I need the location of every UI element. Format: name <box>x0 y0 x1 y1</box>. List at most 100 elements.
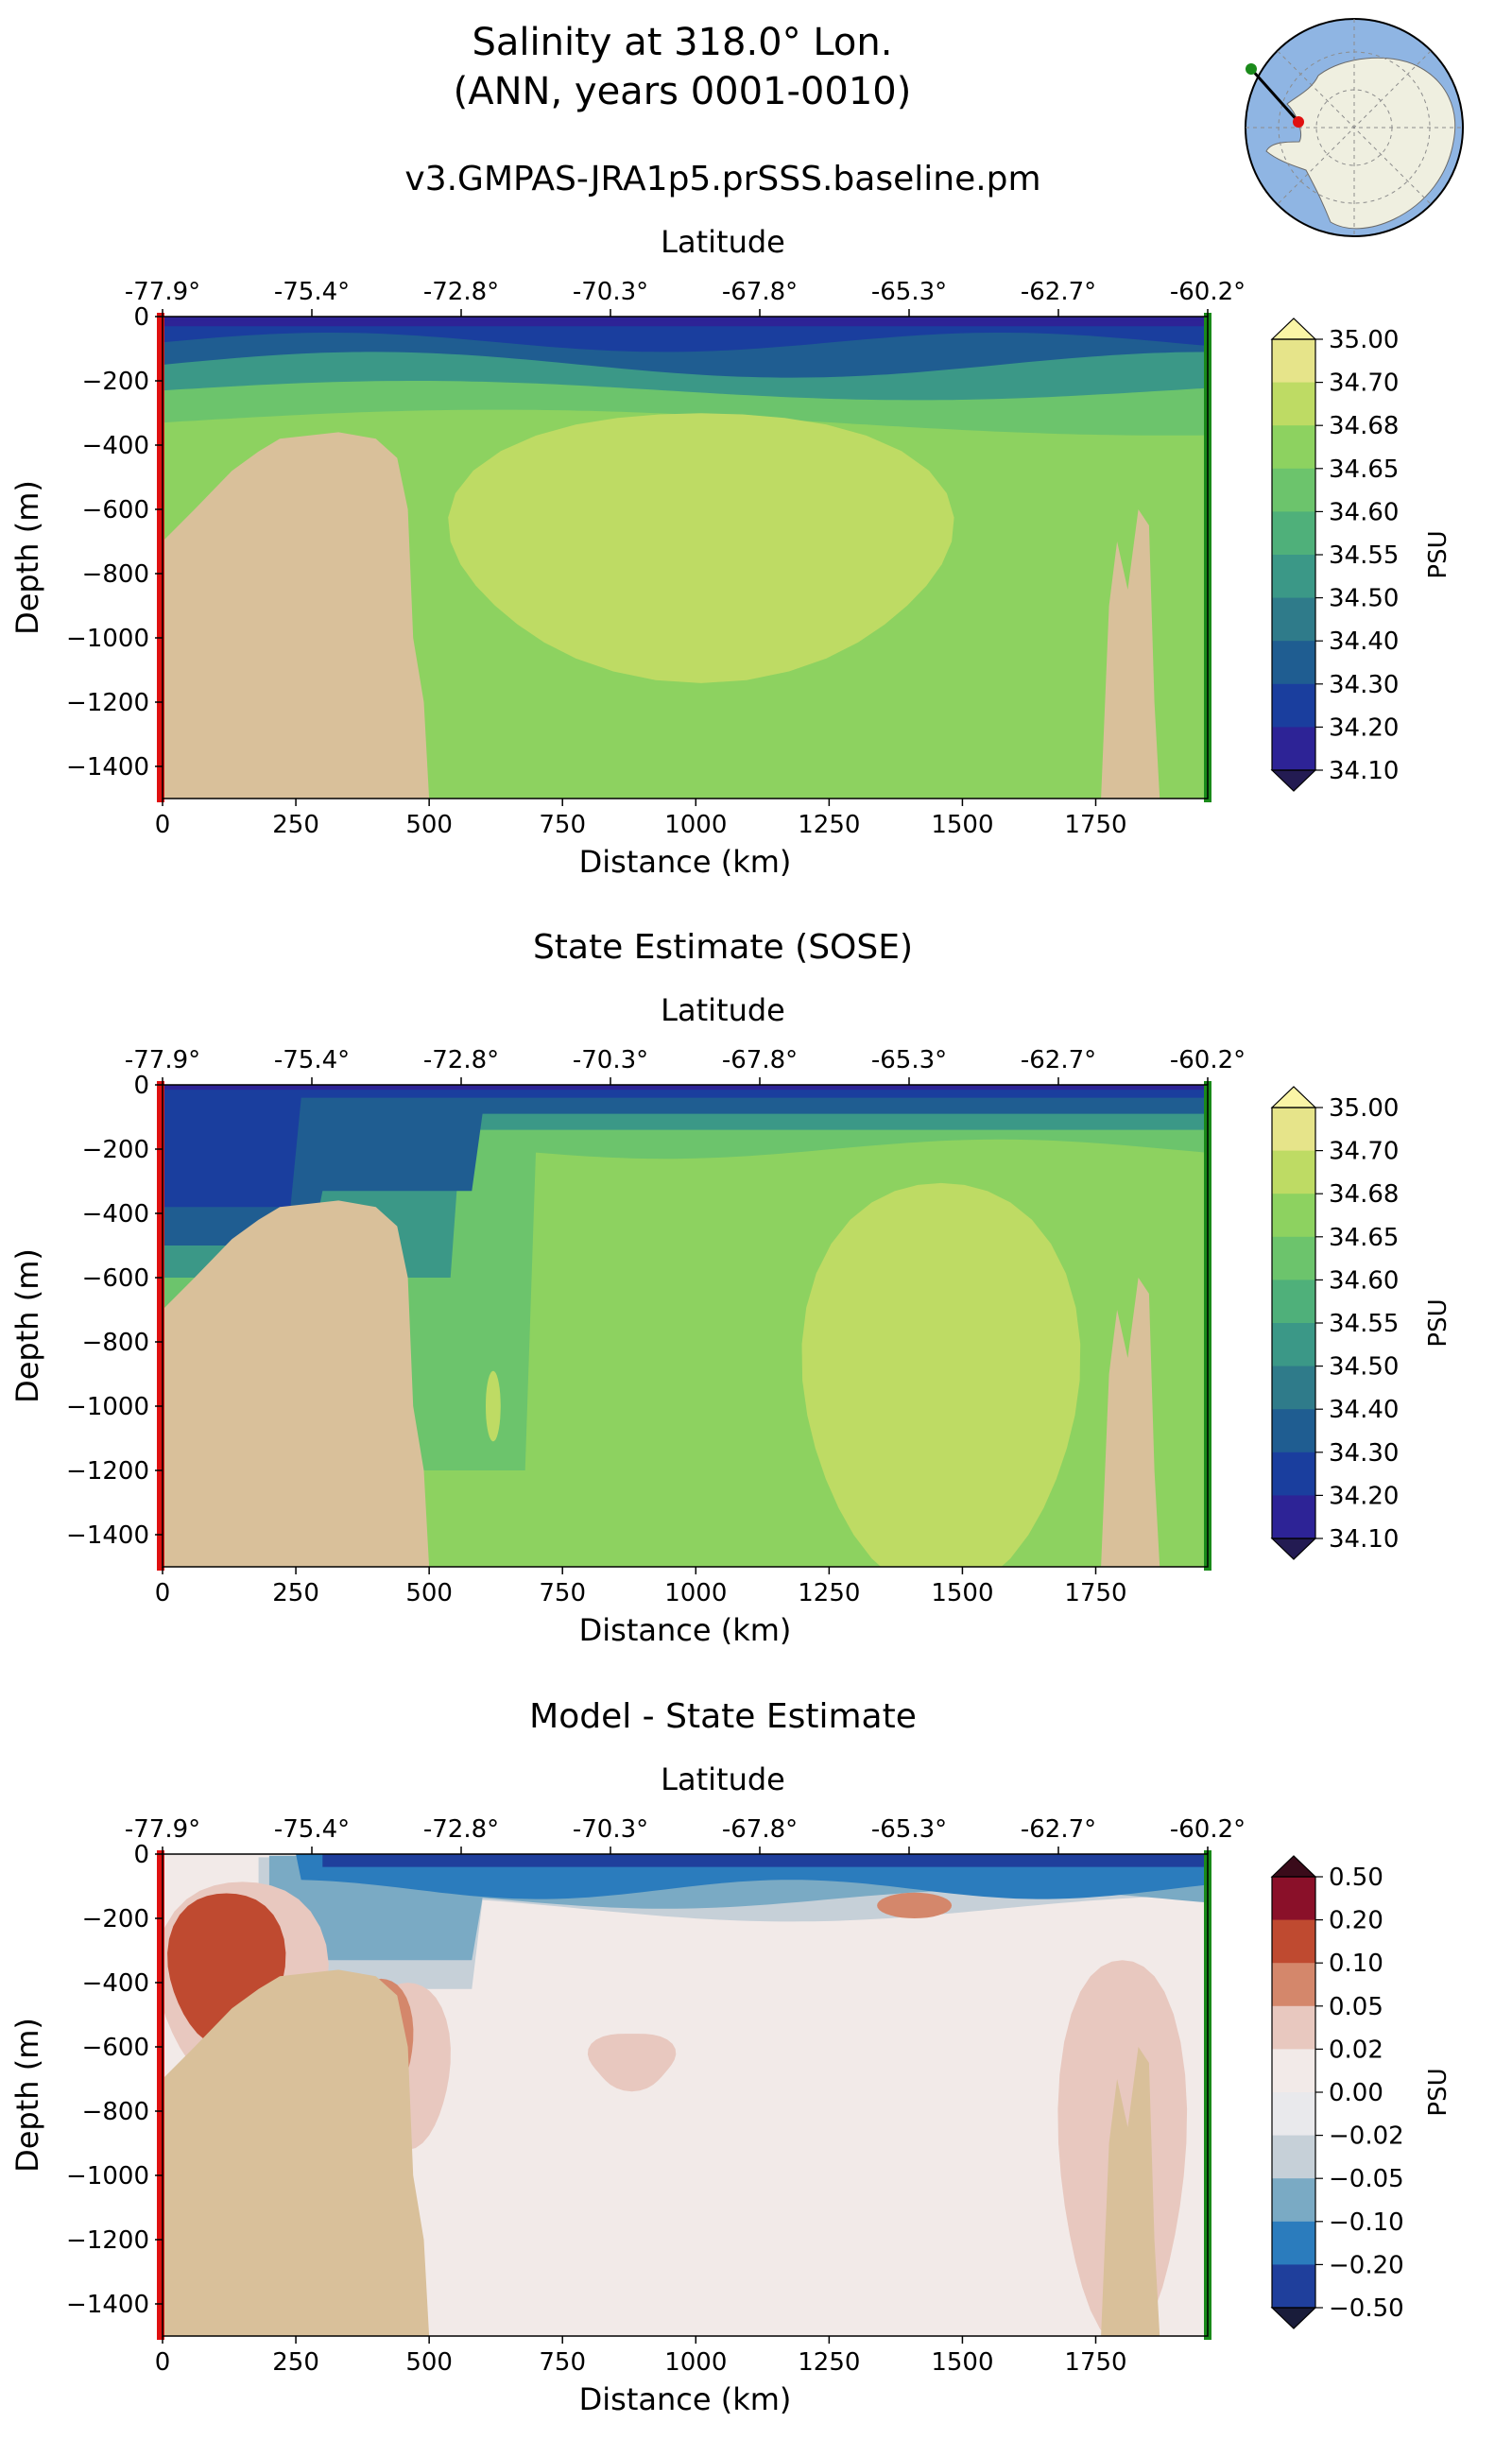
lat-tick-label: -72.8° <box>423 278 499 306</box>
x-axis-label: Distance (km) <box>579 844 792 880</box>
colorbar-segment <box>1272 1280 1315 1324</box>
colorbar-tick-label: 0.50 <box>1329 1864 1383 1892</box>
x-tick-label: 250 <box>272 2348 319 2377</box>
y-tick-label: −1200 <box>66 2226 149 2255</box>
colorbar-extend-bottom <box>1270 1538 1317 1560</box>
x-tick-label: 500 <box>405 811 453 839</box>
plot-area <box>163 1085 1208 1567</box>
colorbar-tick-label: 0.10 <box>1329 1950 1383 1978</box>
section-start-bar <box>157 1081 164 1571</box>
lat-tick-label: -67.8° <box>722 1815 798 1844</box>
x-tick-label: 1000 <box>664 2348 727 2377</box>
colorbar-segment <box>1272 2178 1315 2223</box>
x-tick-label: 1250 <box>798 1579 860 1607</box>
y-tick-label: −200 <box>82 1136 149 1164</box>
x-tick-label: 1750 <box>1064 811 1126 839</box>
colorbar-segment <box>1272 2264 1315 2309</box>
colorbar-segment <box>1272 339 1315 384</box>
colorbar-segment <box>1272 1409 1315 1453</box>
lat-tick-label: -60.2° <box>1170 278 1246 306</box>
lat-tick-label: -65.3° <box>871 1815 947 1844</box>
x-axis-label: Distance (km) <box>579 1612 792 1648</box>
colorbar-segment <box>1272 425 1315 470</box>
y-tick-label: −800 <box>82 560 149 589</box>
colorbar-segment <box>1272 2092 1315 2137</box>
y-tick-label: −400 <box>82 432 149 460</box>
y-tick-label: −600 <box>82 496 149 524</box>
colorbar-tick-label: −0.10 <box>1329 2208 1404 2237</box>
x-tick-label: 1750 <box>1064 2348 1126 2377</box>
plot-frame <box>162 1084 1209 1568</box>
colorbar-segment <box>1272 555 1315 599</box>
colorbar-tick-label: 34.30 <box>1329 671 1399 699</box>
colorbar-extend-bottom <box>1270 2307 1317 2329</box>
lat-tick-label: -77.9° <box>125 1046 200 1074</box>
colorbar-extend-top <box>1270 1855 1317 1878</box>
colorbar-tick-label: 35.00 <box>1329 326 1399 354</box>
colorbar-tick-label: 34.55 <box>1329 1310 1399 1338</box>
colorbar-tick-label: 34.70 <box>1329 369 1399 398</box>
colorbar-tick-label: 34.40 <box>1329 627 1399 656</box>
lat-tick-label: -77.9° <box>125 1815 200 1844</box>
colorbar-segment <box>1272 1194 1315 1238</box>
colorbar-segment <box>1272 511 1315 556</box>
y-tick-label: −1000 <box>66 2162 149 2191</box>
lat-tick-label: -72.8° <box>423 1815 499 1844</box>
lat-tick-label: -75.4° <box>274 1815 350 1844</box>
y-axis-label: Depth (m) <box>9 2018 45 2173</box>
colorbar-segment <box>1272 727 1315 771</box>
x-tick-label: 250 <box>272 811 319 839</box>
y-tick-label: −1400 <box>66 753 149 782</box>
lat-tick-label: -62.7° <box>1021 278 1096 306</box>
colorbar-tick-label: 34.70 <box>1329 1138 1399 1166</box>
antarctica-landmass <box>1265 57 1456 230</box>
latitude-axis-label: Latitude <box>661 224 785 260</box>
colorbar-tick-label: 0.00 <box>1329 2079 1383 2107</box>
inset-section-line <box>1249 68 1300 123</box>
colorbar-tick-label: 0.02 <box>1329 2036 1383 2064</box>
x-tick-label: 500 <box>405 2348 453 2377</box>
panel-title: Model - State Estimate <box>529 1697 917 1736</box>
y-tick-label: −400 <box>82 1200 149 1228</box>
x-tick-label: 1500 <box>931 811 993 839</box>
inset-map <box>1245 18 1464 237</box>
latitude-axis-label: Latitude <box>661 992 785 1028</box>
colorbar-segment <box>1272 1150 1315 1194</box>
colorbar-segment <box>1272 683 1315 728</box>
plot-frame <box>162 316 1209 799</box>
colorbar-segment <box>1272 1108 1315 1152</box>
colorbar-label: PSU <box>1424 530 1452 578</box>
colorbar-tick-label: −0.20 <box>1329 2251 1404 2279</box>
field-band <box>163 317 1208 321</box>
y-tick-label: −1400 <box>66 1521 149 1550</box>
plot-area <box>163 1854 1208 2336</box>
inset-end-marker <box>1293 116 1304 128</box>
field-band <box>163 1085 1208 1208</box>
colorbar-segment <box>1272 597 1315 642</box>
colorbar-segment <box>1272 2221 1315 2265</box>
colorbar-tick-label: 34.55 <box>1329 541 1399 570</box>
y-tick-label: −1200 <box>66 689 149 717</box>
lat-tick-label: -70.3° <box>573 1046 648 1074</box>
colorbar-segment <box>1272 382 1315 426</box>
colorbar-tick-label: 0.05 <box>1329 1993 1383 2021</box>
figure-title-line2: (ANN, years 0001-0010) <box>454 70 912 113</box>
x-tick-label: 1750 <box>1064 1579 1126 1607</box>
y-tick-label: −200 <box>82 1905 149 1933</box>
x-axis-label: Distance (km) <box>579 2381 792 2417</box>
lat-tick-label: -75.4° <box>274 1046 350 1074</box>
x-tick-label: 1000 <box>664 811 727 839</box>
x-tick-label: 1000 <box>664 1579 727 1607</box>
colorbar-tick-label: 34.40 <box>1329 1396 1399 1424</box>
panel-1: v3.GMPAS-JRA1p5.prSSS.baseline.pm Latitud… <box>9 160 1452 880</box>
colorbar-label: PSU <box>1424 1298 1452 1347</box>
lat-tick-label: -60.2° <box>1170 1046 1246 1074</box>
x-tick-label: 1250 <box>798 811 860 839</box>
lat-tick-label: -70.3° <box>573 278 648 306</box>
colorbar-tick-label: −0.02 <box>1329 2122 1404 2151</box>
lat-tick-label: -65.3° <box>871 1046 947 1074</box>
field-band <box>322 1854 1208 1867</box>
colorbar-segment <box>1272 641 1315 685</box>
colorbar-segment <box>1272 1963 1315 2007</box>
